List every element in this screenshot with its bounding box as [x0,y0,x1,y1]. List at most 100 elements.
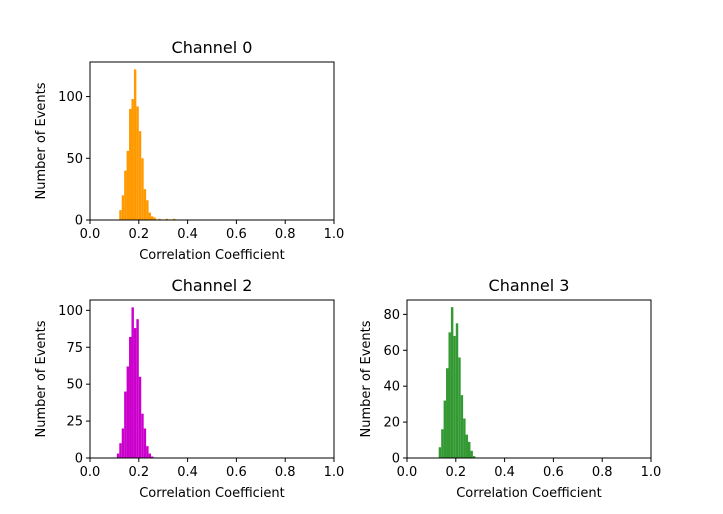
x-tick-label: 1.0 [324,227,345,242]
y-axis: 0 25 50 75 100 [58,304,90,467]
x-tick-label: 0.2 [445,465,466,480]
x-tick-label: 0.0 [397,465,418,480]
x-tick-label: 1.0 [641,465,662,480]
histogram-bar [446,368,449,458]
y-tick-label: 40 [383,380,400,395]
y-tick-label: 25 [66,415,83,430]
histogram-bar [129,108,132,220]
histogram-bar [126,150,130,221]
histogram-bar [124,391,127,458]
y-axis: 0 20 40 60 80 [383,308,407,467]
y-tick-label: 75 [66,341,83,356]
y-tick-label: 50 [66,152,83,167]
histogram-bar [133,328,137,458]
histogram-bar [138,131,142,221]
histogram-bar [143,428,147,458]
histogram-bar [121,428,125,458]
y-tick-label: 80 [383,308,400,323]
histogram-bar [126,366,130,458]
histogram-bar [460,395,464,458]
y-tick-label: 0 [75,452,83,467]
x-tick-label: 0.0 [80,227,101,242]
y-tick-label: 0 [392,452,400,467]
histogram-bars [119,69,176,221]
y-axis-label: Number of Events [359,320,374,437]
histogram-bar [438,447,442,458]
histogram-bar [124,170,127,221]
x-tick-label: 0.2 [128,465,149,480]
plot-frame [89,299,335,459]
chart-title: Channel 3 [489,276,570,295]
chart-title: Channel 2 [172,276,253,295]
histogram-bar [121,195,125,220]
histogram-bar [468,441,471,458]
histogram-bar [148,453,151,458]
histogram-bar [172,218,176,220]
histogram-bar [158,218,161,220]
histogram-bar [141,158,144,220]
x-tick-label: 0.4 [177,465,198,480]
panel-channel-0: Channel 0 0 50 100 0.0 0.2 0.4 0.6 0.8 1.0 Corr… [34,38,344,263]
histogram-bar [146,200,149,220]
panel-channel-3: Channel 3 0 20 40 60 80 0.0 0.2 0.4 0.6 0.8 1.0 C… [359,276,661,501]
y-tick-label: 50 [66,378,83,393]
histogram-bar [129,336,132,458]
histogram-bar [119,443,122,458]
histogram-bar [453,335,456,458]
histogram-bar [443,400,447,458]
histogram-bar [151,216,154,220]
histogram-bar [448,332,451,458]
histogram-bar [131,99,134,220]
histogram-bar [131,307,134,458]
x-tick-label: 0.6 [226,465,247,480]
x-tick-label: 0.6 [543,465,564,480]
histogram-bar [151,456,154,458]
x-axis-label: Correlation Coefficient [139,486,285,501]
histogram-bar [146,446,149,458]
x-axis-label: Correlation Coefficient [139,248,285,263]
histogram-bar [470,450,473,458]
y-tick-label: 60 [383,344,400,359]
histogram-bar [455,323,459,458]
x-tick-label: 0.2 [128,227,149,242]
x-tick-label: 0.8 [592,465,613,480]
histogram-bars [438,307,476,458]
histogram-bar [116,453,120,458]
histogram-bar [472,456,476,458]
x-tick-label: 0.4 [494,465,515,480]
y-tick-label: 100 [58,90,83,105]
histogram-bar [148,212,151,220]
x-axis-label: Correlation Coefficient [456,486,602,501]
histogram-bar [153,217,156,220]
y-axis-label: Number of Events [34,320,49,437]
x-tick-label: 0.8 [275,465,296,480]
histogram-bar [136,319,139,458]
histogram-bar [463,418,466,458]
histogram-bar [143,189,147,220]
plot-frame [406,299,652,459]
y-axis: 0 50 100 [58,90,90,229]
x-axis: 0.0 0.2 0.4 0.6 0.8 1.0 [397,458,662,480]
histogram-bar [138,376,142,458]
histogram-bars [116,307,154,458]
histogram-bar [141,413,144,458]
histogram-bar [119,210,122,221]
histogram-bar [136,106,139,220]
x-tick-label: 0.6 [226,227,247,242]
histogram-bar [450,307,454,458]
y-tick-label: 20 [383,416,400,431]
histogram-bar [441,429,444,458]
plot-frame [89,61,335,221]
chart-title: Channel 0 [172,38,253,57]
histogram-bar [458,357,461,458]
x-tick-label: 0.0 [80,465,101,480]
y-tick-label: 0 [75,214,83,229]
y-tick-label: 100 [58,304,83,319]
histogram-bar [133,69,137,220]
y-axis-label: Number of Events [34,82,49,199]
histogram-bar [165,218,169,220]
x-axis: 0.0 0.2 0.4 0.6 0.8 1.0 [80,458,344,480]
histogram-bar [465,434,468,458]
